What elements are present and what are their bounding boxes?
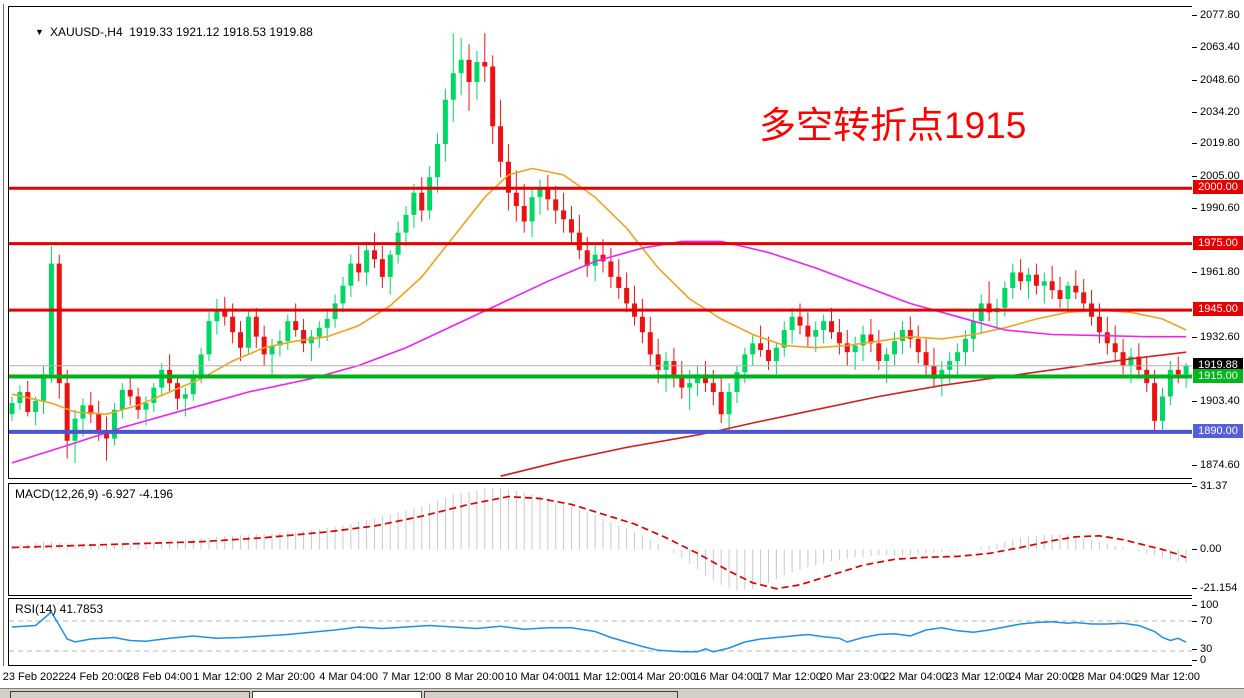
time-tick-label: 20 Mar 23:00 [820,671,886,683]
rsi-axis-label-dash [1192,605,1197,606]
time-axis[interactable]: 23 Feb 2022 24 Feb 20:00 28 Feb 04:00 1 Mar… [3,666,1200,688]
macd-axis-label: 0.00 [1200,543,1222,555]
rsi-line [11,610,1187,653]
macd-signal-line [11,495,1187,590]
time-tick-label: 11 Mar 12:00 [568,671,633,683]
price-tick-label: 2034.20 [1200,106,1240,118]
chart-annotation: 多空转折点1915 [759,105,1027,146]
time-tick-label: 28 Mar 04:00 [1072,671,1138,683]
macd-axis-label-dash [1192,588,1197,589]
rsi-axis-label-dash [1192,621,1197,622]
price-tick-label: 2019.80 [1200,137,1240,149]
rsi-canvas[interactable] [9,599,1193,665]
price-tick-label-dash [1192,176,1197,177]
macd-axis-label: -21.154 [1200,582,1238,594]
time-tick-label: 17 Mar 12:00 [757,671,823,683]
time-tick-label: 28 Feb 04:00 [127,671,193,683]
time-tick-label: 24 Feb 20:00 [64,671,130,683]
macd-histogram-group [11,487,1187,591]
chart-tab-bar [0,688,1244,698]
symbol-dropdown-icon[interactable]: ▼ [35,27,44,37]
price-tick-label: 2077.80 [1200,9,1240,21]
horizontal-levels-group [9,186,1193,434]
rsi-axis-label: 30 [1200,643,1213,655]
price-tick-label-dash [1192,15,1197,16]
time-tick-label: 7 Mar 12:00 [382,671,441,683]
time-tick-label: 1 Mar 12:00 [193,671,252,683]
price-level-badge: 1945.00 [1193,302,1243,316]
time-tick-label: 4 Mar 04:00 [319,671,378,683]
chart-tab[interactable] [252,691,422,698]
price-tick-label: 1932.60 [1200,331,1240,343]
price-level-badge: 2000.00 [1193,180,1243,194]
price-tick-label: 2048.60 [1200,74,1240,86]
macd-pane: MACD(12,26,9) -6.927 -4.196 [8,483,1194,596]
price-axis[interactable]: 2077.80 2063.40 2048.60 2034.20 2019.80 2005.… [1192,0,1244,666]
rsi-axis-label: 0 [1200,654,1207,666]
symbol-ohlc-text: XAUUSD-,H4 1919.33 1921.12 1918.53 1919.… [49,25,313,39]
time-tick-label: 24 Mar 20:00 [1009,671,1075,683]
price-level-badge: 1890.00 [1193,424,1243,438]
macd-axis-label-dash [1192,549,1197,550]
moving-averages-group [11,167,1187,477]
rsi-axis-label-dash [1192,660,1197,661]
time-tick-label: 16 Mar 04:00 [694,671,760,683]
symbol-info: ▼ XAUUSD-,H4 1919.33 1921.12 1918.53 1919… [15,11,313,53]
price-tick-label: 1990.60 [1200,202,1240,214]
price-tick-label-dash [1192,337,1197,338]
time-tick-label: 14 Mar 20:00 [631,671,697,683]
candlestick-canvas[interactable] [9,7,1193,478]
price-tick-label-dash [1192,208,1197,209]
time-tick-label: 22 Mar 04:00 [883,671,949,683]
rsi-axis-label-dash [1192,649,1197,650]
price-level-badge: 1975.00 [1193,236,1243,250]
price-chart-pane: ▼ XAUUSD-,H4 1919.33 1921.12 1918.53 1919… [8,6,1194,479]
price-tick-label: 1961.80 [1200,266,1240,278]
macd-axis-label: 31.37 [1200,480,1228,492]
price-tick-label-dash [1192,80,1197,81]
time-tick-label: 8 Mar 20:00 [445,671,504,683]
time-tick-label: 10 Mar 04:00 [505,671,571,683]
macd-label: MACD(12,26,9) -6.927 -4.196 [15,487,174,501]
price-tick-label-dash [1192,112,1197,113]
price-tick-label: 1903.40 [1200,395,1240,407]
price-tick-label: 1874.60 [1200,459,1240,471]
window-left-border [3,4,4,666]
macd-axis-label-dash [1192,486,1197,487]
price-level-badge: 1915.00 [1193,369,1243,383]
price-tick-label: 2063.40 [1200,41,1240,53]
time-tick-label: 23 Feb 2022 [2,671,65,683]
price-tick-label-dash [1192,401,1197,402]
macd-canvas[interactable] [9,484,1193,595]
rsi-pane: RSI(14) 41.7853 [8,598,1194,666]
time-tick-label: 2 Mar 20:00 [256,671,315,683]
price-tick-label-dash [1192,47,1197,48]
price-tick-label-dash [1192,143,1197,144]
time-tick-label: 29 Mar 12:00 [1135,671,1201,683]
price-tick-label: 2005.00 [1200,170,1240,182]
rsi-label: RSI(14) 41.7853 [15,602,104,616]
chart-tab[interactable] [424,691,678,698]
price-tick-label-dash [1192,272,1197,273]
price-level-badge: 1919.88 [1193,358,1243,372]
rsi-axis-label: 100 [1200,599,1219,611]
rsi-axis-label: 70 [1200,615,1213,627]
chart-tab[interactable] [10,691,250,698]
price-tick-label-dash [1192,465,1197,466]
time-tick-label: 23 Mar 12:00 [946,671,1012,683]
